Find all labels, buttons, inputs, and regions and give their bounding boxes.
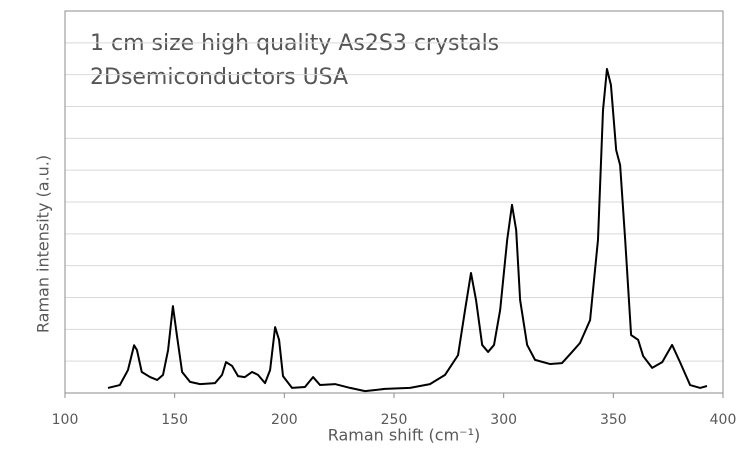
spectrum-line	[107, 67, 708, 393]
annotation: 2Dsemiconductors USA	[90, 65, 348, 90]
x-tick-label: 400	[710, 412, 737, 428]
y-axis-title: Raman intensity (a.u.)	[34, 155, 53, 333]
x-tick-label: 350	[600, 412, 627, 428]
x-tick-label: 200	[271, 412, 298, 428]
annotation: 1 cm size high quality As2S3 crystals	[90, 31, 499, 56]
x-tick-label: 250	[381, 412, 408, 428]
x-axis-title: Raman shift (cm⁻¹)	[328, 426, 481, 445]
x-tick-label: 100	[52, 412, 79, 428]
x-tick-label: 300	[490, 412, 517, 428]
x-tick-label: 150	[161, 412, 188, 428]
